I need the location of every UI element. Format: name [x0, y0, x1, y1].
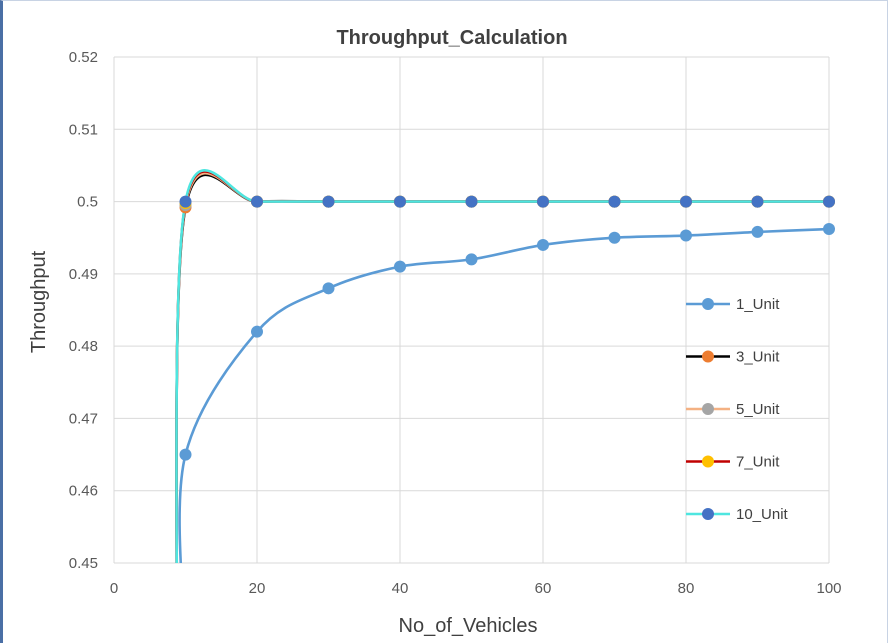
data-point-1_Unit — [179, 448, 192, 461]
legend-swatch-marker-1_Unit — [702, 298, 714, 310]
data-point-10_Unit — [394, 195, 406, 208]
data-point-1_Unit — [322, 282, 335, 295]
legend-swatch-marker-7_Unit — [702, 455, 714, 468]
legend-label-1_Unit: 1_Unit — [736, 296, 780, 313]
data-point-10_Unit — [823, 195, 835, 208]
legend-label-7_Unit: 7_Unit — [736, 454, 780, 471]
data-point-1_Unit — [251, 325, 263, 338]
legend-label-3_Unit: 3_Unit — [736, 349, 780, 366]
data-point-1_Unit — [465, 253, 478, 266]
y-tick-label: 0.51 — [69, 121, 98, 138]
data-point-1_Unit — [608, 231, 621, 244]
x-tick-label: 40 — [392, 580, 409, 597]
y-axis-title: Throughput — [28, 250, 50, 353]
y-tick-label: 0.45 — [69, 555, 98, 572]
data-point-10_Unit — [680, 195, 692, 208]
legend-label-5_Unit: 5_Unit — [736, 401, 780, 418]
data-point-10_Unit — [608, 195, 621, 208]
series-line-1_Unit — [178, 227, 829, 563]
data-point-1_Unit — [394, 260, 406, 273]
y-tick-label: 0.47 — [69, 410, 98, 427]
x-tick-label: 20 — [249, 580, 266, 597]
x-tick-label: 0 — [110, 580, 118, 597]
y-tick-label: 0.46 — [69, 483, 98, 500]
x-tick-labels: 0 20 40 60 80 100 — [110, 580, 842, 597]
data-point-10_Unit — [322, 195, 335, 208]
data-point-10_Unit — [179, 195, 192, 208]
data-point-10_Unit — [751, 195, 764, 208]
x-axis-title: No_of_Vehicles — [399, 615, 538, 637]
data-point-1_Unit — [680, 229, 692, 242]
x-tick-label: 80 — [678, 580, 695, 597]
legend: 1_Unit 3_Unit 5_Unit 7_Unit 10_Unit — [686, 296, 789, 523]
y-tick-label: 0.52 — [69, 49, 98, 66]
legend-swatch-marker-10_Unit — [702, 508, 714, 520]
data-point-10_Unit — [465, 195, 478, 208]
chart-title: Throughput_Calculation — [336, 27, 567, 49]
series-markers — [179, 195, 835, 461]
y-tick-label: 0.49 — [69, 266, 98, 283]
y-tick-labels: 0.45 0.46 0.47 0.48 0.49 0.5 0.51 0.52 — [69, 49, 98, 572]
data-point-10_Unit — [537, 195, 549, 208]
data-point-1_Unit — [751, 225, 764, 238]
y-tick-label: 0.48 — [69, 338, 98, 355]
data-point-1_Unit — [823, 223, 835, 236]
legend-label-10_Unit: 10_Unit — [736, 506, 789, 523]
x-tick-label: 60 — [535, 580, 552, 597]
legend-swatch-marker-5_Unit — [702, 403, 714, 415]
y-tick-label: 0.5 — [77, 194, 98, 211]
data-point-10_Unit — [251, 195, 263, 208]
plot-area — [114, 57, 829, 563]
x-tick-label: 100 — [816, 580, 841, 597]
legend-swatch-marker-3_Unit — [702, 350, 714, 363]
data-point-1_Unit — [537, 238, 549, 251]
